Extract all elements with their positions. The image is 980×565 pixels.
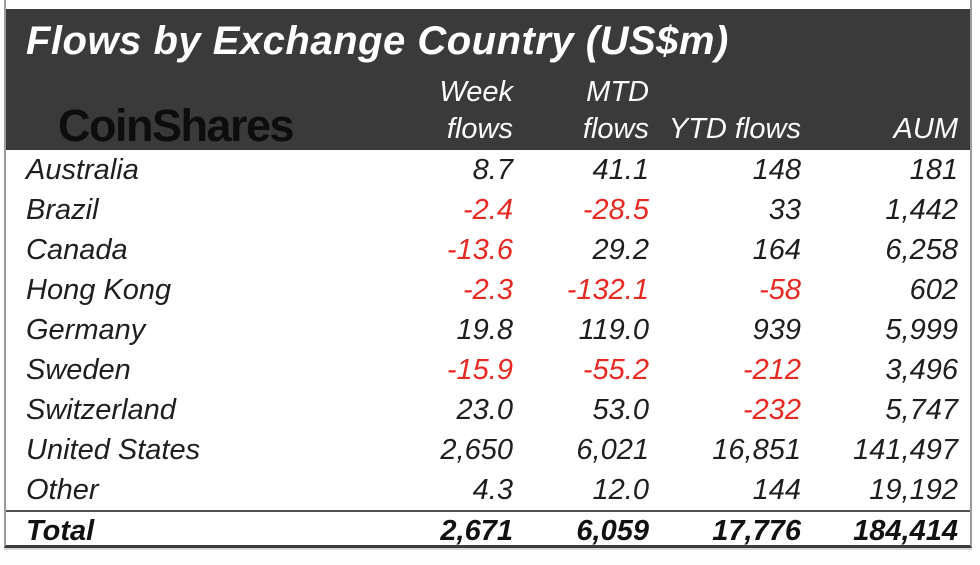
week-flows-cell: 19.8: [456, 314, 513, 346]
aum-cell: 6,258: [885, 234, 958, 266]
aum-cell: 1,442: [885, 194, 958, 226]
week-flows-cell: 4.3: [472, 474, 513, 506]
mtd-flows-cell: 29.2: [592, 234, 649, 266]
column-header-mtd-flows: MTD flows: [582, 76, 649, 145]
top-margin: [6, 0, 970, 9]
aum-cell: 141,497: [853, 434, 958, 466]
total-label: Total: [26, 515, 95, 547]
week-flows-cell: -15.9: [446, 354, 513, 386]
ytd-flows-cell: 164: [752, 234, 801, 266]
ytd-flows-cell: 939: [752, 314, 801, 346]
table-row-switzerland: Switzerland 23.0 53.0 -232 5,747: [6, 390, 970, 430]
flows-table: Flows by Exchange Country (US$m) CoinSha…: [4, 0, 972, 548]
total-ytd-flows-cell: 17,776: [712, 515, 801, 547]
week-flows-cell: 2,650: [440, 434, 513, 466]
mtd-flows-cell: -55.2: [582, 354, 649, 386]
mtd-flows-cell: 12.0: [592, 474, 649, 506]
table-header: Flows by Exchange Country (US$m) CoinSha…: [6, 9, 970, 150]
aum-cell: 602: [909, 274, 958, 306]
table-title: Flows by Exchange Country (US$m): [26, 19, 729, 63]
country-cell: Sweden: [26, 354, 131, 386]
week-flows-cell: 8.7: [472, 154, 513, 186]
aum-cell: 3,496: [885, 354, 958, 386]
total-mtd-flows-cell: 6,059: [576, 515, 649, 547]
mtd-flows-cell: -28.5: [582, 194, 649, 226]
coinshares-logo: CoinShares: [58, 100, 295, 151]
country-cell: Other: [26, 474, 99, 506]
mtd-flows-cell: -132.1: [566, 274, 649, 306]
column-header-week-flows: Week flows: [439, 76, 513, 145]
week-flows-cell: 23.0: [456, 394, 513, 426]
ytd-flows-cell: 148: [752, 154, 801, 186]
total-aum-cell: 184,414: [853, 515, 958, 547]
ytd-flows-cell: -58: [759, 274, 801, 306]
table-row-united-states: United States 2,650 6,021 16,851 141,497: [6, 430, 970, 470]
table-row-canada: Canada -13.6 29.2 164 6,258: [6, 230, 970, 270]
table-row-australia: Australia 8.7 41.1 148 181: [6, 150, 970, 190]
aum-cell: 181: [909, 154, 958, 186]
country-cell: Canada: [26, 234, 128, 266]
column-header-ytd-flows: YTD flows: [668, 113, 801, 145]
total-week-flows-cell: 2,671: [440, 515, 513, 547]
ytd-flows-cell: 16,851: [712, 434, 801, 466]
mtd-flows-cell: 119.0: [578, 314, 649, 346]
mtd-flows-cell: 6,021: [576, 434, 649, 466]
mtd-flows-cell: 53.0: [592, 394, 649, 426]
week-flows-cell: -2.3: [463, 274, 513, 306]
country-cell: Australia: [26, 154, 139, 186]
logo-cell: CoinShares: [6, 103, 364, 152]
aum-cell: 5,999: [885, 314, 958, 346]
country-cell: Germany: [26, 314, 146, 346]
aum-cell: 19,192: [869, 474, 958, 506]
country-cell: Brazil: [26, 194, 99, 226]
week-flows-cell: -13.6: [446, 234, 513, 266]
column-header-row: CoinShares Week flows MTD flows YTD flow…: [6, 64, 970, 152]
ytd-flows-cell: 33: [768, 194, 801, 226]
table-body: Australia 8.7 41.1 148 181 Brazil -2.4 -…: [6, 150, 970, 550]
ytd-flows-cell: 144: [752, 474, 801, 506]
week-flows-cell: -2.4: [463, 194, 513, 226]
table-row-sweden: Sweden -15.9 -55.2 -212 3,496: [6, 350, 970, 390]
column-header-aum: AUM: [893, 113, 958, 145]
aum-cell: 5,747: [885, 394, 958, 426]
table-row-other: Other 4.3 12.0 144 19,192: [6, 470, 970, 510]
country-cell: United States: [26, 434, 201, 466]
table-row-brazil: Brazil -2.4 -28.5 33 1,442: [6, 190, 970, 230]
ytd-flows-cell: -232: [742, 394, 801, 426]
table-row-total: Total 2,671 6,059 17,776 184,414: [6, 510, 970, 550]
table-row-germany: Germany 19.8 119.0 939 5,999: [6, 310, 970, 350]
country-cell: Hong Kong: [26, 274, 172, 306]
mtd-flows-cell: 41.1: [592, 154, 649, 186]
ytd-flows-cell: -212: [742, 354, 801, 386]
table-row-hong-kong: Hong Kong -2.3 -132.1 -58 602: [6, 270, 970, 310]
country-cell: Switzerland: [26, 394, 176, 426]
